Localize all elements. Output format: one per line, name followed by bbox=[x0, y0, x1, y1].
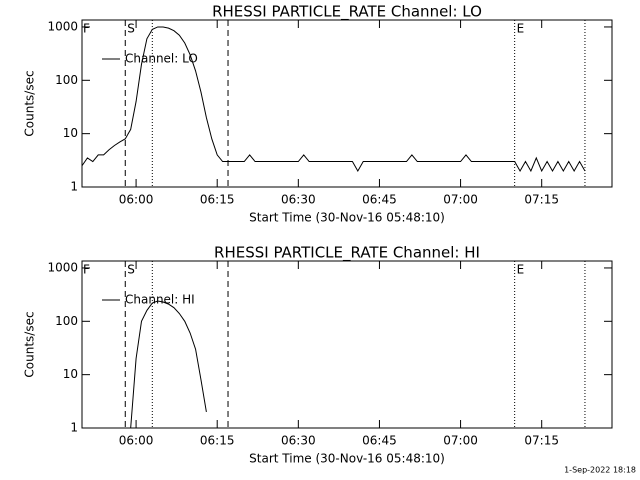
x-tick-label: 06:45 bbox=[362, 193, 397, 207]
x-axis-label: Start Time (30-Nov-16 05:48:10) bbox=[249, 211, 445, 225]
y-tick-label: 1 bbox=[70, 180, 78, 194]
flag-label: F bbox=[83, 263, 90, 277]
chart-title: RHESSI PARTICLE_RATE Channel: LO bbox=[212, 3, 482, 22]
x-axis-label: Start Time (30-Nov-16 05:48:10) bbox=[249, 452, 445, 466]
y-axis-label: Counts/sec bbox=[23, 311, 37, 377]
x-tick-label: 07:00 bbox=[443, 434, 478, 448]
plot-frame bbox=[81, 19, 613, 188]
x-tick-label: 07:00 bbox=[443, 193, 478, 207]
x-tick-label: 06:15 bbox=[200, 193, 235, 207]
series-line bbox=[130, 300, 207, 429]
x-tick-label: 06:00 bbox=[119, 193, 154, 207]
x-tick-label: 06:45 bbox=[362, 434, 397, 448]
y-tick-label: 10 bbox=[63, 126, 78, 140]
chart-title: RHESSI PARTICLE_RATE Channel: HI bbox=[214, 244, 480, 263]
x-tick-label: 06:15 bbox=[200, 434, 235, 448]
x-tick-label: 06:30 bbox=[281, 193, 316, 207]
y-tick-label: 1000 bbox=[47, 260, 78, 274]
y-tick-label: 10 bbox=[63, 367, 78, 381]
flag-label: F bbox=[83, 22, 90, 36]
time-marker-label: E bbox=[517, 22, 525, 36]
legend-label: Channel: HI bbox=[125, 293, 195, 307]
time-marker-label: S bbox=[127, 263, 135, 277]
series-line bbox=[81, 26, 586, 173]
y-axis-label: Counts/sec bbox=[23, 70, 37, 136]
x-tick-label: 07:15 bbox=[524, 434, 559, 448]
time-marker-label: E bbox=[517, 263, 525, 277]
y-tick-label: 100 bbox=[55, 73, 78, 87]
time-marker-label: S bbox=[127, 22, 135, 36]
x-tick-label: 06:30 bbox=[281, 434, 316, 448]
x-tick-label: 07:15 bbox=[524, 193, 559, 207]
y-tick-label: 100 bbox=[55, 314, 78, 328]
y-tick-label: 1000 bbox=[47, 19, 78, 33]
y-tick-label: 1 bbox=[70, 421, 78, 435]
footer: 1-Sep-2022 18:18 bbox=[564, 466, 636, 475]
x-tick-label: 06:00 bbox=[119, 434, 154, 448]
plot-frame bbox=[81, 260, 613, 429]
legend-label: Channel: LO bbox=[125, 52, 198, 66]
